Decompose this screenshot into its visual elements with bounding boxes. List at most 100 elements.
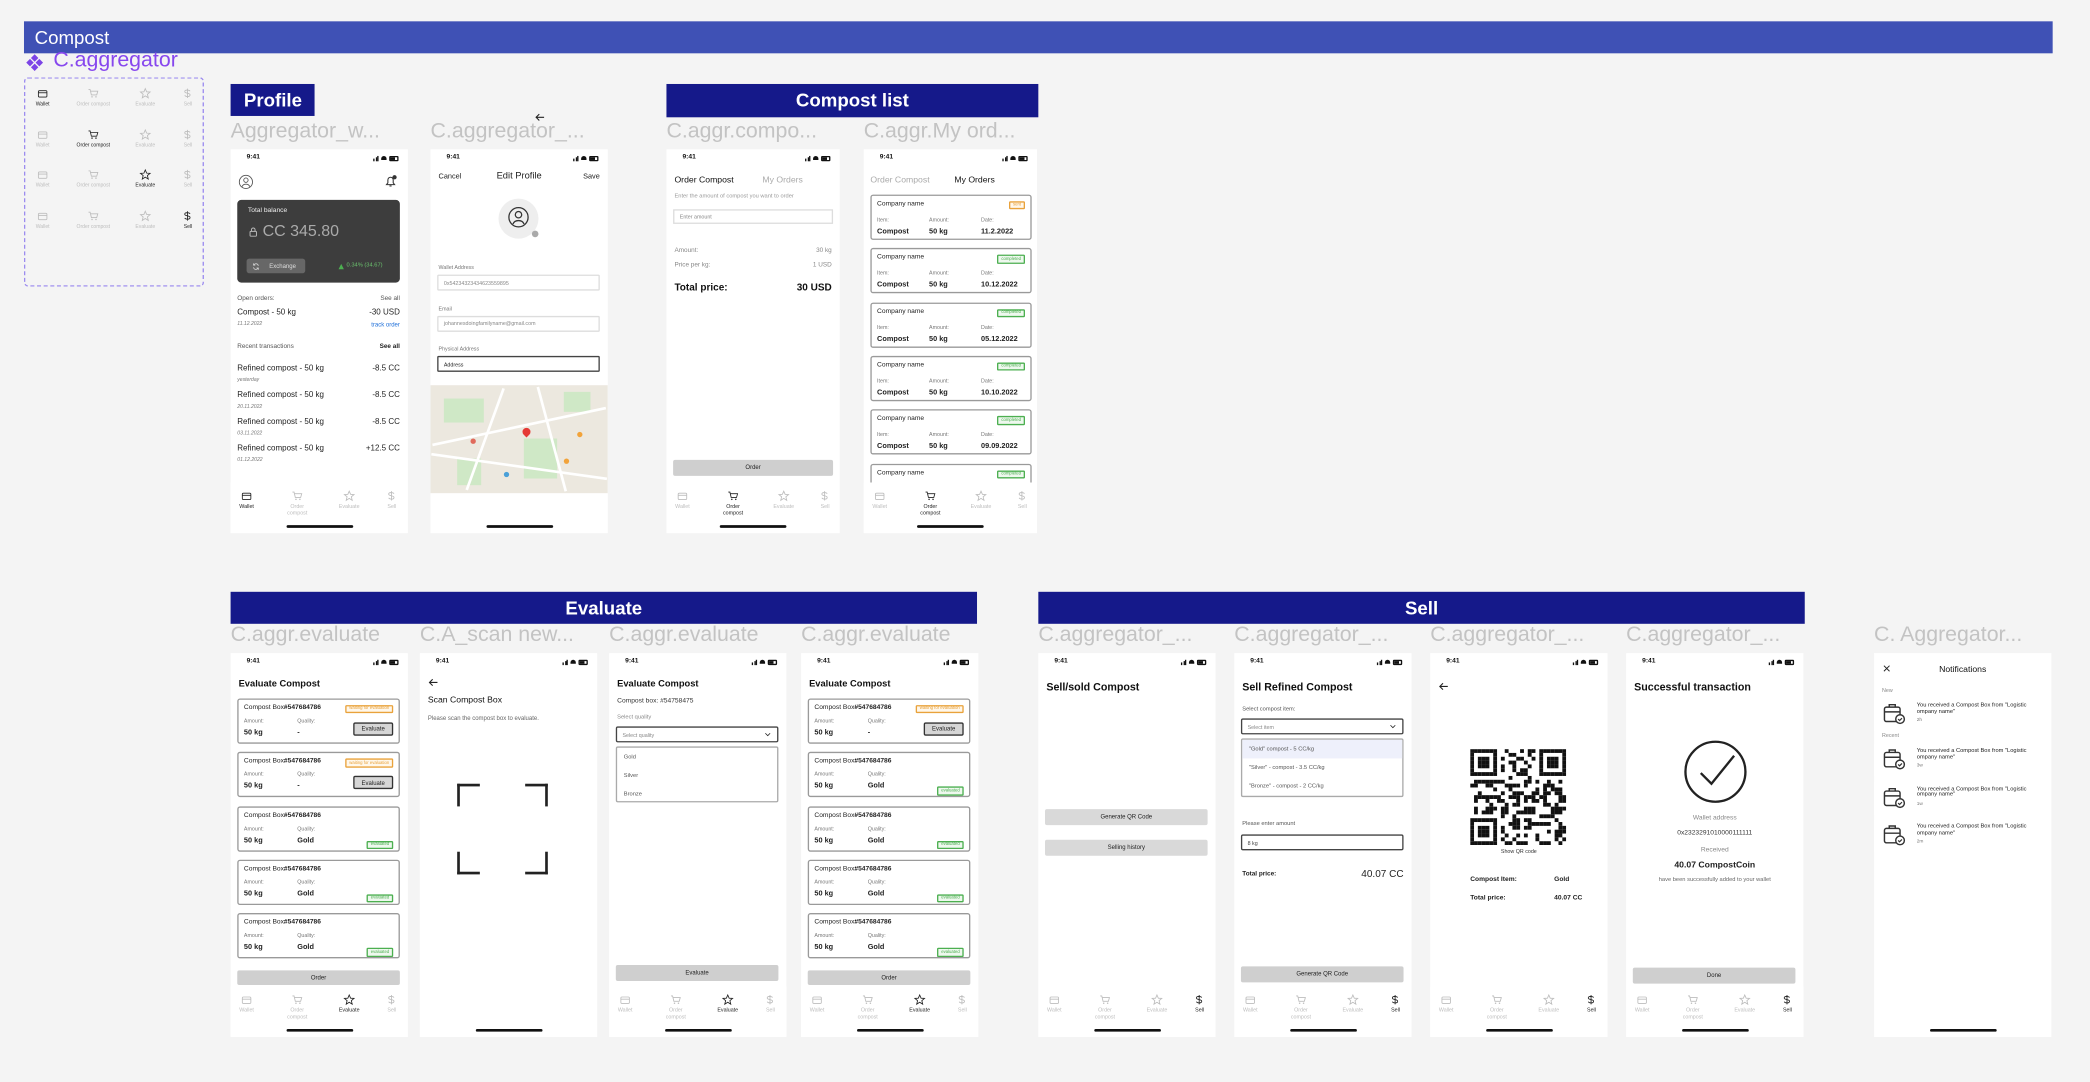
nav-label[interactable]: Order compost [665, 1006, 686, 1020]
notification-row[interactable] [1874, 743, 2052, 776]
button[interactable]: Order [673, 459, 834, 476]
nav-label[interactable]: Wallet [35, 223, 50, 229]
exchange-button[interactable]: Exchange [246, 258, 306, 274]
option[interactable]: Bronze [623, 790, 642, 798]
nav-label[interactable]: Order compost [723, 502, 744, 516]
nav-label[interactable]: Wallet [1438, 1006, 1454, 1014]
notification-row[interactable] [1874, 819, 2052, 852]
nav-label[interactable]: Wallet [1634, 1006, 1650, 1014]
nav-label[interactable]: Order compost [857, 1006, 878, 1020]
nav-label[interactable]: Sell [1391, 1006, 1400, 1014]
home-indicator [285, 525, 353, 528]
nav-label[interactable]: Order compost [920, 502, 941, 516]
option[interactable]: "Silver" - compost - 3.5 CC/kg [1248, 763, 1325, 771]
button[interactable]: Order [237, 970, 400, 986]
nav-label[interactable]: Order compost [287, 1006, 308, 1020]
nav-label[interactable]: Sell [1195, 1006, 1205, 1014]
text-field[interactable]: johannesdoingfamilyname@gmail.com [437, 315, 600, 332]
nav-label[interactable]: Sell [183, 141, 193, 148]
select[interactable]: Select quality [615, 726, 779, 743]
nav-label[interactable]: Wallet [239, 1006, 254, 1014]
button[interactable]: Evaluate [615, 965, 779, 982]
nav-label[interactable]: Evaluate [338, 1006, 360, 1014]
tab-active[interactable]: Order Compost [674, 175, 734, 186]
nav-label[interactable]: Evaluate [135, 141, 156, 148]
qr-module [1562, 752, 1567, 757]
nav-label[interactable]: Wallet [675, 502, 690, 510]
nav-label[interactable]: Wallet [239, 502, 254, 510]
nav-label[interactable]: Order compost [76, 223, 111, 229]
notification-row[interactable] [1874, 781, 2052, 814]
button[interactable]: Evaluate [923, 722, 964, 736]
text-field[interactable]: 0x54234323434623559895 [437, 274, 600, 291]
nav-label[interactable]: Wallet [35, 182, 50, 188]
button[interactable]: Generate QR Code [1044, 809, 1208, 826]
nav-label[interactable]: Wallet [872, 502, 888, 510]
nav-label[interactable]: Evaluate [773, 502, 795, 510]
tab[interactable]: My Orders [762, 175, 803, 186]
nav-label[interactable]: Evaluate [1342, 1006, 1364, 1014]
recent-see-all[interactable]: See all [379, 343, 400, 351]
nav-label[interactable]: Sell [1587, 1006, 1596, 1014]
button[interactable]: Evaluate [353, 722, 394, 736]
option[interactable]: Gold [623, 753, 636, 760]
nav-label[interactable]: Wallet [35, 101, 50, 107]
balance-card: Total balance CC 345.80 Exchange 0.34% (34.… [237, 199, 400, 283]
nav-label[interactable]: Evaluate [717, 1006, 739, 1014]
nav-label[interactable]: Sell [1782, 1006, 1792, 1014]
nav-label[interactable]: Evaluate [135, 223, 156, 229]
nav-label[interactable]: Evaluate [135, 101, 156, 107]
nav-label[interactable]: Evaluate [970, 502, 992, 510]
option[interactable]: Silver [623, 771, 639, 779]
nav-label[interactable]: Sell [765, 1006, 775, 1014]
notification-row[interactable] [1874, 698, 2052, 731]
track-order[interactable]: track order [371, 321, 400, 328]
save[interactable]: Save [583, 173, 600, 182]
qr-module [1485, 749, 1490, 753]
nav-label[interactable]: Sell [183, 182, 193, 188]
option[interactable]: "Bronze" - compost - 2 CC/kg [1248, 782, 1324, 790]
nav-label[interactable]: Order compost [1486, 1006, 1507, 1020]
nav-icon [777, 490, 790, 502]
nav-label[interactable]: Order compost [76, 182, 111, 188]
nav-label[interactable]: Sell [1017, 502, 1027, 510]
nav-label[interactable]: Sell [183, 223, 193, 229]
chevron [765, 732, 771, 737]
nav-label[interactable]: Sell [387, 1006, 397, 1014]
nav-label[interactable]: Evaluate [909, 1006, 931, 1014]
text-field[interactable]: Address [437, 355, 600, 372]
nav-label[interactable]: Order compost [76, 141, 111, 148]
select[interactable]: Select item [1240, 718, 1404, 735]
nav-label[interactable]: Sell [183, 101, 193, 107]
button[interactable]: Done [1632, 967, 1796, 984]
button[interactable]: Selling history [1044, 839, 1208, 856]
cancel[interactable]: Cancel [438, 173, 462, 182]
nav-label[interactable]: Sell [957, 1006, 967, 1014]
nav-label[interactable]: Evaluate [1146, 1006, 1168, 1014]
nav-label[interactable]: Order compost [1290, 1006, 1311, 1020]
nav-label[interactable]: Order compost [1094, 1006, 1116, 1020]
nav-label[interactable]: Wallet [35, 141, 50, 148]
nav-label[interactable]: Wallet [809, 1006, 825, 1014]
nav-label[interactable]: Evaluate [338, 502, 360, 510]
nav-label[interactable]: Wallet [617, 1006, 633, 1014]
nav-label[interactable]: Sell [387, 502, 397, 510]
tab[interactable]: Order Compost [870, 175, 930, 186]
nav-label[interactable]: Order compost [287, 502, 308, 516]
nav-label[interactable]: Sell [820, 502, 830, 510]
button[interactable]: Order [807, 970, 971, 986]
button[interactable]: Generate QR Code [1240, 966, 1404, 983]
nav-label[interactable]: Order compost [76, 101, 111, 107]
nav-label[interactable]: Wallet [1047, 1006, 1062, 1014]
see-all[interactable]: See all [380, 295, 400, 303]
nav-label[interactable]: Evaluate [1538, 1006, 1560, 1014]
amount-input[interactable]: 8 kg [1240, 834, 1404, 851]
nav-label[interactable]: Order compost [1682, 1006, 1703, 1020]
amount-input[interactable]: Enter amount [673, 209, 834, 224]
button[interactable]: Evaluate [353, 776, 394, 790]
nav-label[interactable]: Evaluate [1734, 1006, 1756, 1014]
option[interactable]: "Gold" compost - 5 CC/kg [1248, 745, 1315, 752]
nav-label[interactable]: Evaluate [135, 182, 156, 188]
tab-active[interactable]: My Orders [954, 175, 995, 186]
nav-label[interactable]: Wallet [1242, 1006, 1258, 1014]
